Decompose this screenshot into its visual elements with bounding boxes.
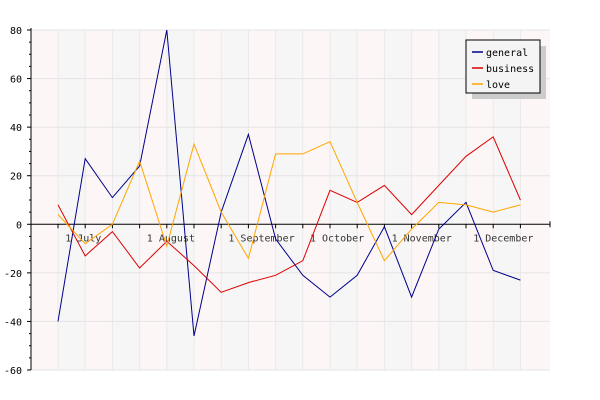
y-tick-label: 40 bbox=[10, 123, 22, 134]
background-band bbox=[31, 30, 58, 370]
legend-label-business: business bbox=[486, 64, 534, 75]
x-tick-label: 1 September bbox=[228, 233, 294, 244]
series-line-love bbox=[57, 141, 521, 262]
background-band bbox=[248, 30, 276, 370]
y-tick-label: 80 bbox=[10, 26, 22, 37]
y-tick-label: 20 bbox=[10, 172, 22, 183]
background-band bbox=[275, 30, 303, 370]
y-tick-label: -20 bbox=[4, 269, 22, 280]
x-tick-label: 1 August bbox=[147, 233, 195, 244]
series-lines bbox=[57, 29, 521, 337]
background-band bbox=[58, 30, 86, 370]
y-tick-label: -60 bbox=[4, 366, 22, 377]
x-tick-label: 1 July bbox=[65, 233, 101, 244]
background-band bbox=[85, 30, 113, 370]
y-tick-label: 60 bbox=[10, 75, 22, 86]
background-band bbox=[166, 30, 194, 370]
background-band bbox=[438, 30, 466, 370]
background-band bbox=[302, 30, 330, 370]
background-bands bbox=[31, 30, 550, 370]
background-band bbox=[139, 30, 167, 370]
background-band bbox=[112, 30, 140, 370]
y-tick-label: 0 bbox=[16, 220, 22, 231]
series-line-business bbox=[57, 136, 521, 293]
legend: general business love bbox=[465, 39, 546, 99]
legend-label-love: love bbox=[486, 80, 510, 91]
axes: 80 60 40 20 0 -20 -40 -60 1 July 1 August 1 Septem… bbox=[4, 26, 551, 377]
x-tick-label: 1 December bbox=[473, 233, 533, 244]
grid-lines bbox=[31, 29, 550, 371]
x-tick-label: 1 October bbox=[310, 233, 364, 244]
x-tick-label: 1 November bbox=[392, 233, 452, 244]
background-band bbox=[330, 30, 358, 370]
legend-label-general: general bbox=[486, 48, 528, 59]
y-tick-label: -40 bbox=[4, 317, 22, 328]
